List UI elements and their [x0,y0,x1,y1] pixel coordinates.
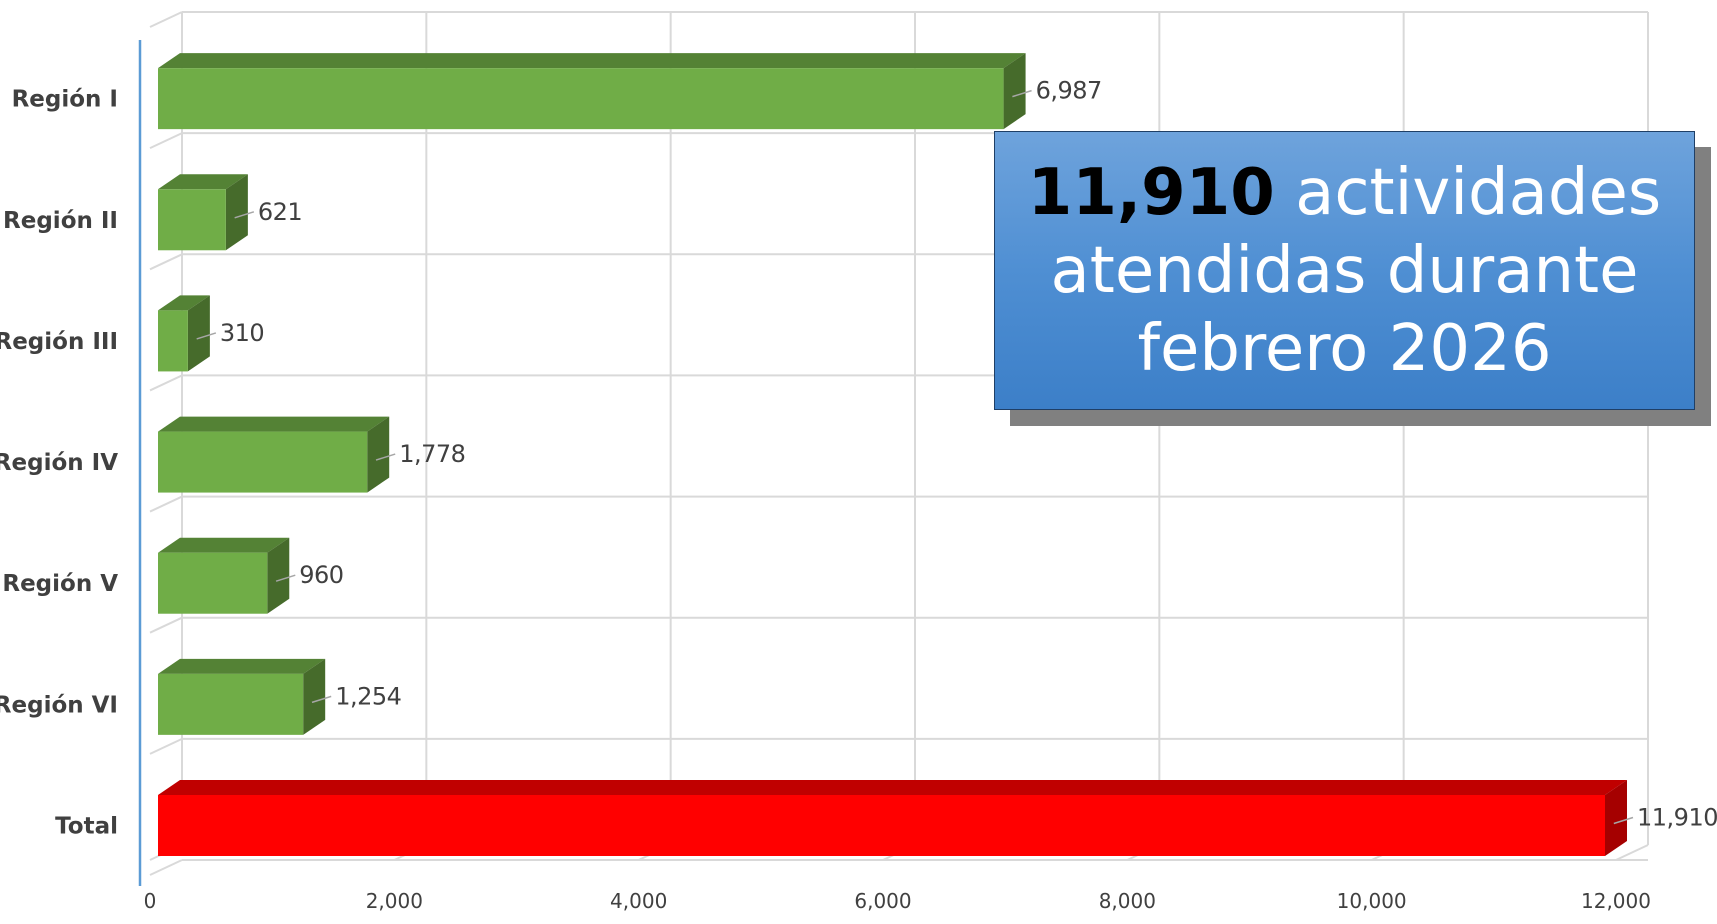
x-tick-label: 10,000 [1337,889,1407,913]
data-label-leader [311,695,332,704]
bar-top-face [158,658,326,674]
bar-top-face [158,416,390,432]
data-label: 310 [220,319,264,347]
callout-text-line1: actividades [1274,155,1662,230]
data-label: 11,910 [1637,804,1717,832]
data-label: 1,254 [335,682,401,710]
bar [158,673,304,735]
data-label: 960 [299,561,343,589]
x-tick-label: 6,000 [854,889,911,913]
bar-top-face [158,537,290,553]
summary-callout: 11,910 actividades atendidas durante feb… [994,131,1695,410]
bar-top-face [158,174,248,190]
bar [158,189,226,251]
x-tick-label: 0 [144,889,157,913]
gridline-side [149,737,183,755]
x-tick-label: 2,000 [366,889,423,913]
gridline-floor [1615,844,1649,861]
category-label: Región III [0,329,118,355]
x-tick-label: 4,000 [610,889,667,913]
label-layer: 0 2,000 4,000 6,000 8,000 10,000 12,000 Región … [0,77,1717,913]
bar-side-face [303,658,326,735]
bar-side-face [1605,780,1628,856]
x-tick-label: 12,000 [1581,889,1651,913]
gridline-side [149,616,183,634]
bar-layer [158,53,1628,856]
x-tick-label: 8,000 [1099,889,1156,913]
gridline-side [149,495,183,513]
callout-number: 11,910 [1027,155,1275,230]
gridline-side [149,11,183,28]
bar-top-face [158,295,210,311]
data-label-leader [275,574,296,582]
data-label: 1,778 [399,440,465,468]
bar-side-face [1003,53,1026,130]
data-label-leader [196,332,217,340]
callout-text: 11,910 actividades atendidas durante feb… [1028,154,1661,388]
bar [158,552,268,614]
bar-side-face [267,537,290,614]
data-label: 621 [258,198,302,226]
bar-top-face [158,53,1026,69]
gridline-side [149,859,183,876]
category-label: Región V [2,571,118,597]
bar [158,795,1606,856]
category-label: Total [55,814,118,840]
category-label: Región I [12,87,118,113]
bar-side-face [225,174,248,251]
data-label-leader [1613,816,1634,825]
gridline-side [149,253,183,271]
bar [158,431,368,493]
data-label-leader [234,211,255,219]
bar [158,68,1004,130]
bar-side-face [367,416,390,493]
category-label: Región II [3,208,118,234]
callout-text-line3: febrero 2026 [1137,311,1552,386]
gridline-side [149,374,183,392]
callout-text-line2: atendidas durante [1050,233,1639,308]
category-label: Región VI [0,692,118,718]
bar-side-face [187,295,210,372]
category-label: Región IV [0,450,118,476]
data-label-leader [1012,89,1032,98]
data-label-leader [375,453,396,461]
bar [158,310,188,372]
data-label: 6,987 [1036,77,1102,105]
gridline-side [149,132,183,150]
bar-top-face [158,780,1628,795]
